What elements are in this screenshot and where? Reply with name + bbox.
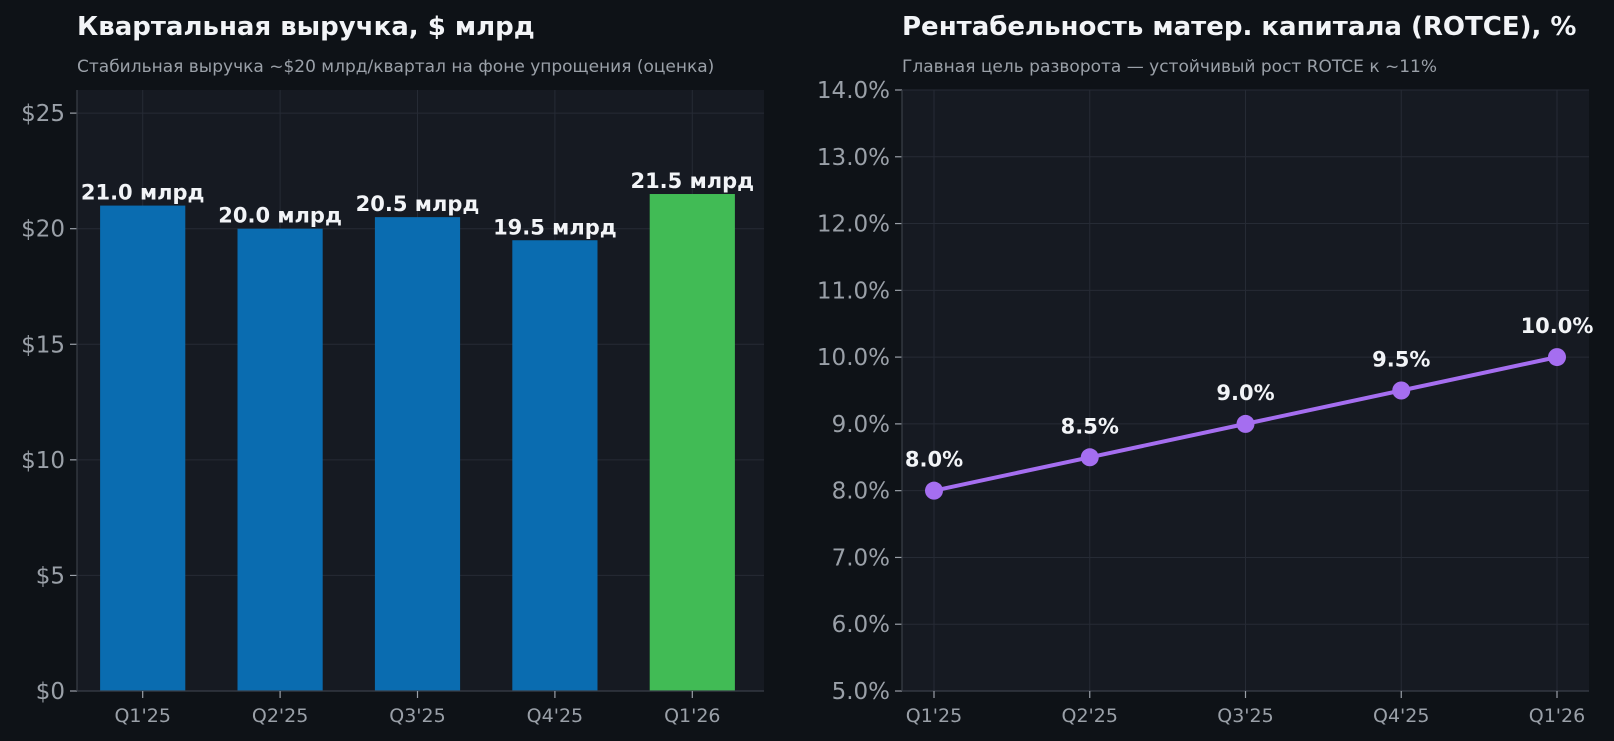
y-tick-label: $10 xyxy=(21,448,65,474)
bar-value-label: 21.0 млрд xyxy=(81,181,205,205)
data-point xyxy=(925,481,943,500)
bar xyxy=(512,240,598,691)
x-tick-label: Q1'26 xyxy=(1529,705,1585,727)
x-tick-label: Q2'25 xyxy=(1062,705,1118,727)
x-tick-label: Q1'25 xyxy=(906,705,962,727)
x-tick-label: Q1'26 xyxy=(664,705,720,727)
bar xyxy=(237,228,323,691)
y-tick-label: $5 xyxy=(36,563,65,589)
point-value-label: 10.0% xyxy=(1521,314,1594,338)
x-tick-label: Q3'25 xyxy=(389,705,445,727)
y-tick-label: 6.0% xyxy=(832,612,890,638)
bar xyxy=(100,205,186,692)
y-tick-label: 13.0% xyxy=(817,145,890,171)
revenue-y-axis: $0 $5 $10 $15 $20 $25 xyxy=(21,90,78,705)
bar-value-label: 20.5 млрд xyxy=(356,192,480,216)
bar xyxy=(374,217,461,691)
y-tick-label: 8.0% xyxy=(832,479,890,505)
x-tick-label: Q2'25 xyxy=(252,705,308,727)
y-tick-label: $25 xyxy=(21,101,65,127)
y-tick-label: 9.0% xyxy=(832,412,890,438)
rotce-chart: Рентабельность матер. капитала (ROTCE), … xyxy=(817,12,1594,727)
revenue-x-axis: Q1'25 Q2'25 Q3'25 Q4'25 Q1'26 xyxy=(77,690,764,727)
y-tick-label: $20 xyxy=(21,217,65,243)
rotce-chart-title: Рентабельность матер. капитала (ROTCE), … xyxy=(902,12,1576,42)
point-value-label: 8.0% xyxy=(905,448,963,472)
data-point xyxy=(1548,348,1566,367)
bar xyxy=(649,194,735,691)
bar-value-label: 21.5 млрд xyxy=(630,169,754,193)
rotce-data-labels: 8.0% 8.5% 9.0% 9.5% 10.0% xyxy=(905,314,1594,472)
data-point xyxy=(1392,381,1411,400)
data-point xyxy=(1080,448,1099,467)
revenue-data-labels: 21.0 млрд 20.0 млрд 20.5 млрд 19.5 млрд 21.5… xyxy=(81,169,754,239)
x-tick-label: Q4'25 xyxy=(527,705,583,727)
x-tick-label: Q3'25 xyxy=(1217,705,1273,727)
point-value-label: 9.0% xyxy=(1216,381,1274,405)
y-tick-label: 7.0% xyxy=(832,545,890,571)
y-tick-label: 11.0% xyxy=(817,278,890,304)
point-value-label: 8.5% xyxy=(1061,414,1119,438)
y-tick-label: 10.0% xyxy=(817,345,890,371)
rotce-y-axis: 5.0% 6.0% 7.0% 8.0% 9.0% 10.0% 11.0% 12.0% 13.0%… xyxy=(817,78,903,705)
bar-value-label: 20.0 млрд xyxy=(218,204,342,228)
x-tick-label: Q4'25 xyxy=(1373,705,1429,727)
rotce-x-axis: Q1'25 Q2'25 Q3'25 Q4'25 Q1'26 xyxy=(902,690,1589,727)
y-tick-label: $15 xyxy=(21,332,65,358)
rotce-grid xyxy=(902,89,1589,692)
revenue-chart-title: Квартальная выручка, $ млрд xyxy=(77,12,535,42)
point-value-label: 9.5% xyxy=(1372,348,1430,372)
y-tick-label: 14.0% xyxy=(817,78,890,104)
bar-value-label: 19.5 млрд xyxy=(493,215,617,239)
y-tick-label: 5.0% xyxy=(832,679,890,705)
x-tick-label: Q1'25 xyxy=(114,705,170,727)
revenue-chart: Квартальная выручка, $ млрд Стабильная в… xyxy=(21,12,764,727)
revenue-chart-subtitle: Стабильная выручка ~$20 млрд/квартал на … xyxy=(77,57,714,77)
y-tick-label: $0 xyxy=(36,679,65,705)
data-point xyxy=(1236,414,1255,433)
revenue-bars xyxy=(100,194,735,692)
y-tick-label: 12.0% xyxy=(817,212,890,238)
rotce-series xyxy=(925,348,1566,500)
rotce-chart-subtitle: Главная цель разворота — устойчивый рост… xyxy=(902,57,1437,77)
